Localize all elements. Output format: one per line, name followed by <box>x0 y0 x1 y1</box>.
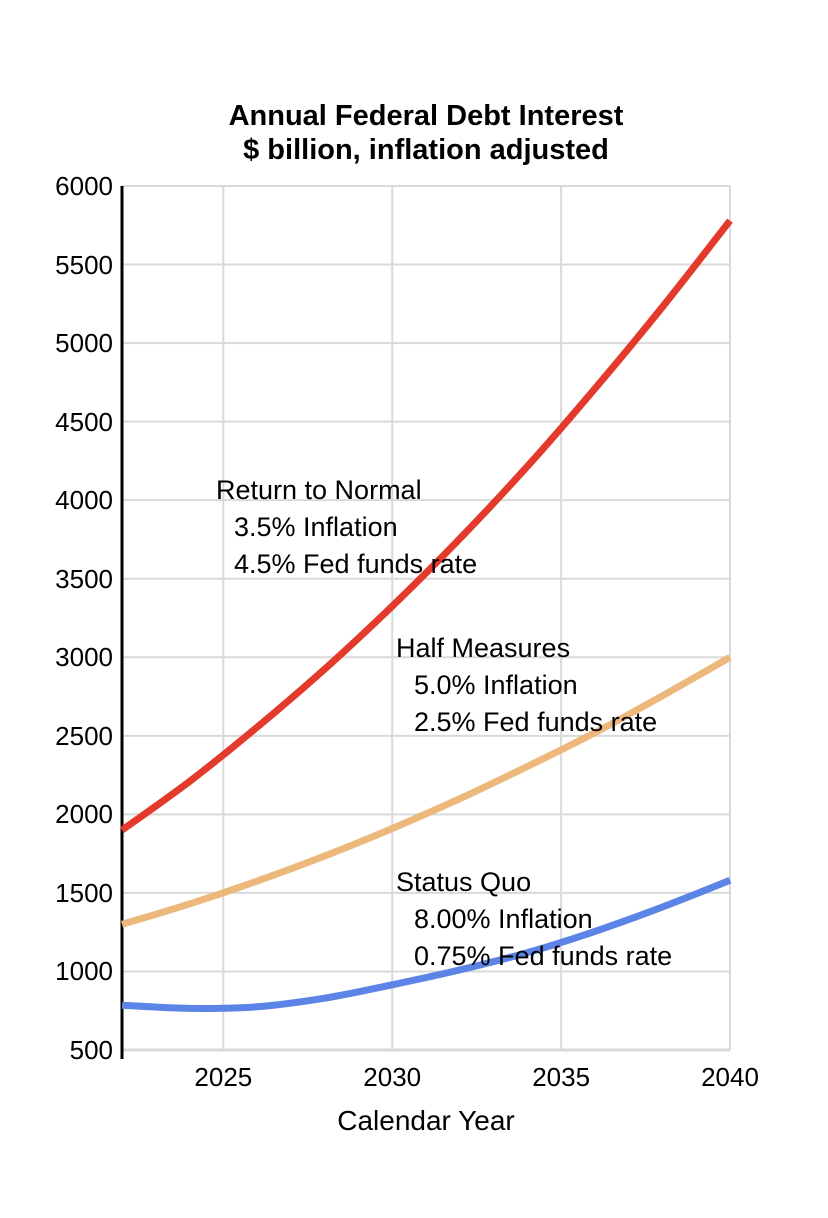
annotation-series-name: Status Quo <box>396 867 532 897</box>
annotation-fed-funds-rate: 2.5% Fed funds rate <box>414 707 658 737</box>
y-tick-label: 5000 <box>55 328 113 359</box>
annotation-fed-funds-rate: 4.5% Fed funds rate <box>234 549 478 579</box>
y-tick-label: 2500 <box>55 720 113 751</box>
annotation-status-quo: Status Quo 8.00% Inflation 0.75% Fed fun… <box>396 864 672 975</box>
y-tick-label: 4500 <box>55 406 113 437</box>
chart-title: Annual Federal Debt Interest $ billion, … <box>122 99 730 167</box>
annotation-inflation-rate: 8.00% Inflation <box>414 904 593 934</box>
series-line-half-measures <box>120 654 732 928</box>
annotation-series-name: Half Measures <box>396 633 571 663</box>
annotation-fed-funds-rate: 0.75% Fed funds rate <box>414 941 673 971</box>
annotation-series-name: Return to Normal <box>216 475 422 505</box>
chart-title-line1: Annual Federal Debt Interest <box>228 100 624 132</box>
chart-title-line2: $ billion, inflation adjusted <box>243 134 609 166</box>
series-line-return-to-normal <box>119 218 733 833</box>
y-tick-label: 4000 <box>55 485 113 516</box>
annotation-return-to-normal: Return to Normal 3.5% Inflation 4.5% Fed… <box>216 472 477 583</box>
y-tick-label: 2000 <box>55 799 113 830</box>
annotation-inflation-rate: 3.5% Inflation <box>234 512 398 542</box>
series-line-status-quo <box>121 877 732 1012</box>
y-tick-label: 1500 <box>55 877 113 908</box>
x-tick-label: 2035 <box>532 1062 591 1092</box>
y-tick-label: 3500 <box>55 563 113 594</box>
x-tick-label: 2025 <box>194 1062 253 1092</box>
y-tick-label: 5500 <box>55 249 113 280</box>
y-tick-label: 1000 <box>55 956 113 987</box>
annotation-half-measures: Half Measures 5.0% Inflation 2.5% Fed fu… <box>396 630 657 741</box>
y-tick-label: 6000 <box>55 171 113 201</box>
x-tick-label: 2030 <box>363 1062 422 1092</box>
annotation-inflation-rate: 5.0% Inflation <box>414 670 578 700</box>
x-axis-title: Calendar Year <box>337 1105 515 1136</box>
y-tick-label: 500 <box>69 1035 113 1065</box>
x-tick-label: 2040 <box>701 1062 759 1092</box>
y-tick-label: 3000 <box>55 642 113 673</box>
